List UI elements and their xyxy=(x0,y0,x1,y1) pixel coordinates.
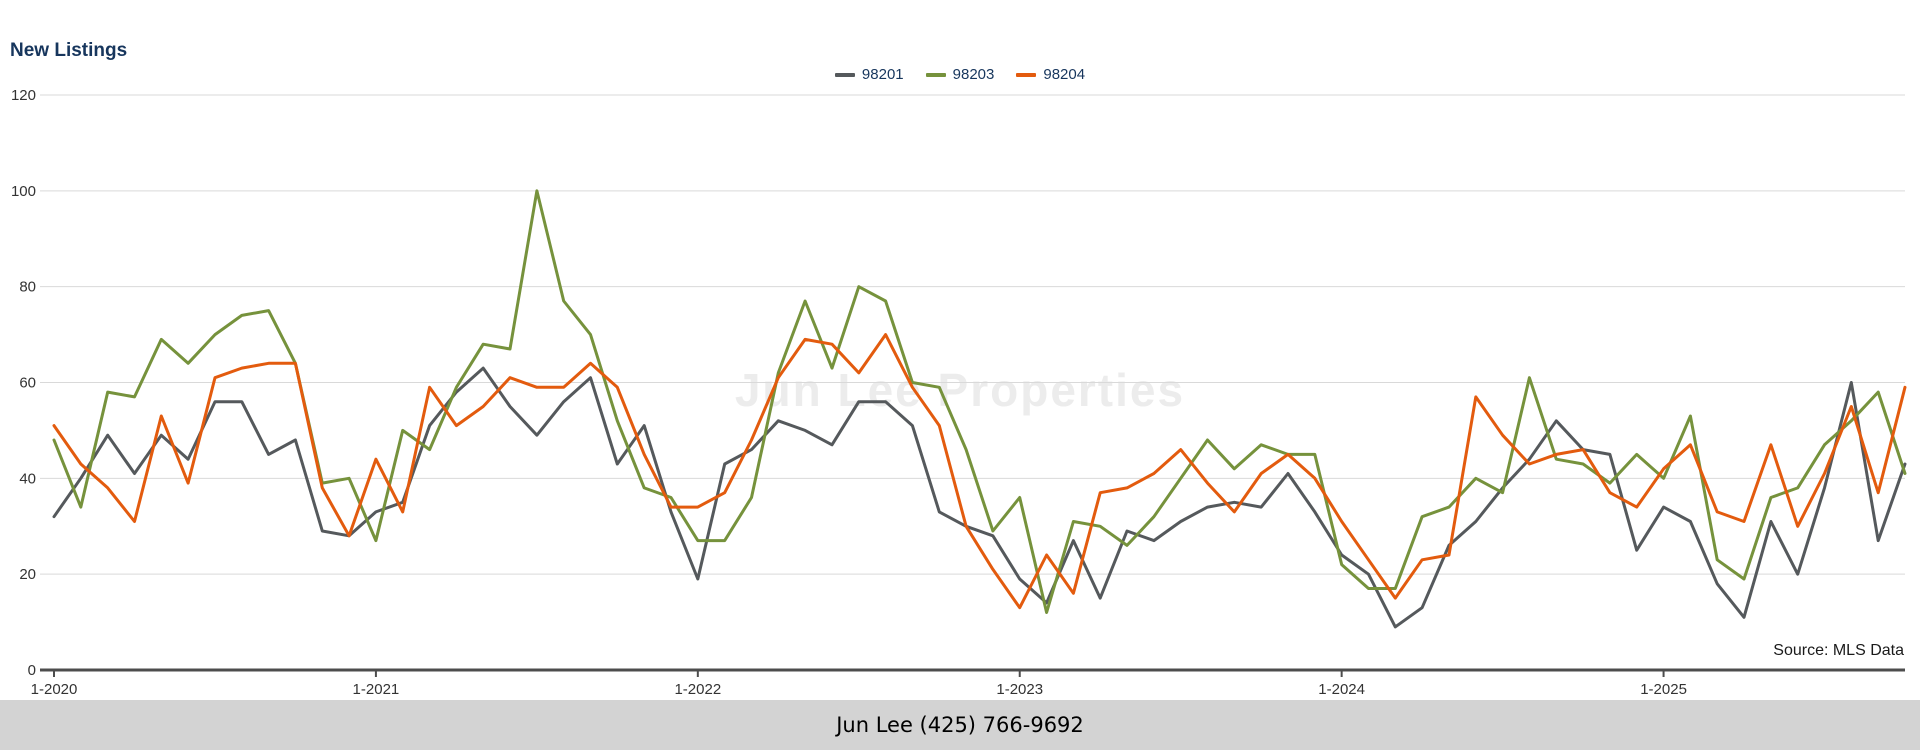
x-axis-label: 1-2024 xyxy=(1318,681,1365,698)
watermark: Jun Lee Properties xyxy=(734,364,1186,416)
legend-item-98201[interactable]: 98201 xyxy=(834,66,904,83)
legend-item-98203[interactable]: 98203 xyxy=(925,66,995,83)
chart-legend: 98201 98203 98204 xyxy=(0,66,1920,83)
y-axis-label: 80 xyxy=(19,279,36,296)
legend-swatch-icon xyxy=(925,72,946,77)
series-line-98204[interactable] xyxy=(52,333,1907,610)
footer-contact: Jun Lee (425) 766-9692 xyxy=(836,713,1084,737)
y-axis-label: 60 xyxy=(19,375,36,392)
legend-label: 98201 xyxy=(861,66,904,83)
series-line-98201[interactable] xyxy=(52,366,1907,629)
x-axis-label: 1-2021 xyxy=(353,681,400,698)
chart-area: New Listings 98201 98203 98204 Jun Lee Pro… xyxy=(0,40,1920,698)
footer-bar: Jun Lee (425) 766-9692 xyxy=(0,700,1920,750)
y-axis-label: 100 xyxy=(11,183,36,200)
line-chart: 0 20 40 60 80 100 120 1-2020 1-2021 1-2022 1-2023 1… xyxy=(11,87,1907,698)
chart-title: New Listings xyxy=(10,40,128,61)
y-axis-label: 40 xyxy=(19,470,36,487)
legend-swatch-icon xyxy=(1016,72,1037,77)
legend-swatch-icon xyxy=(834,72,855,77)
y-axis-label: 20 xyxy=(19,566,36,583)
y-axis-label: 120 xyxy=(11,87,36,104)
y-axis-label: 0 xyxy=(28,662,36,679)
source-note: Source: MLS Data xyxy=(1773,642,1904,659)
x-axis-label: 1-2025 xyxy=(1640,681,1687,698)
x-axis-label: 1-2023 xyxy=(996,681,1043,698)
x-axis-label: 1-2022 xyxy=(674,681,721,698)
legend-label: 98203 xyxy=(952,66,995,83)
x-axis-label: 1-2020 xyxy=(31,681,78,698)
legend-item-98204[interactable]: 98204 xyxy=(1016,66,1085,83)
legend-label: 98204 xyxy=(1043,66,1086,83)
